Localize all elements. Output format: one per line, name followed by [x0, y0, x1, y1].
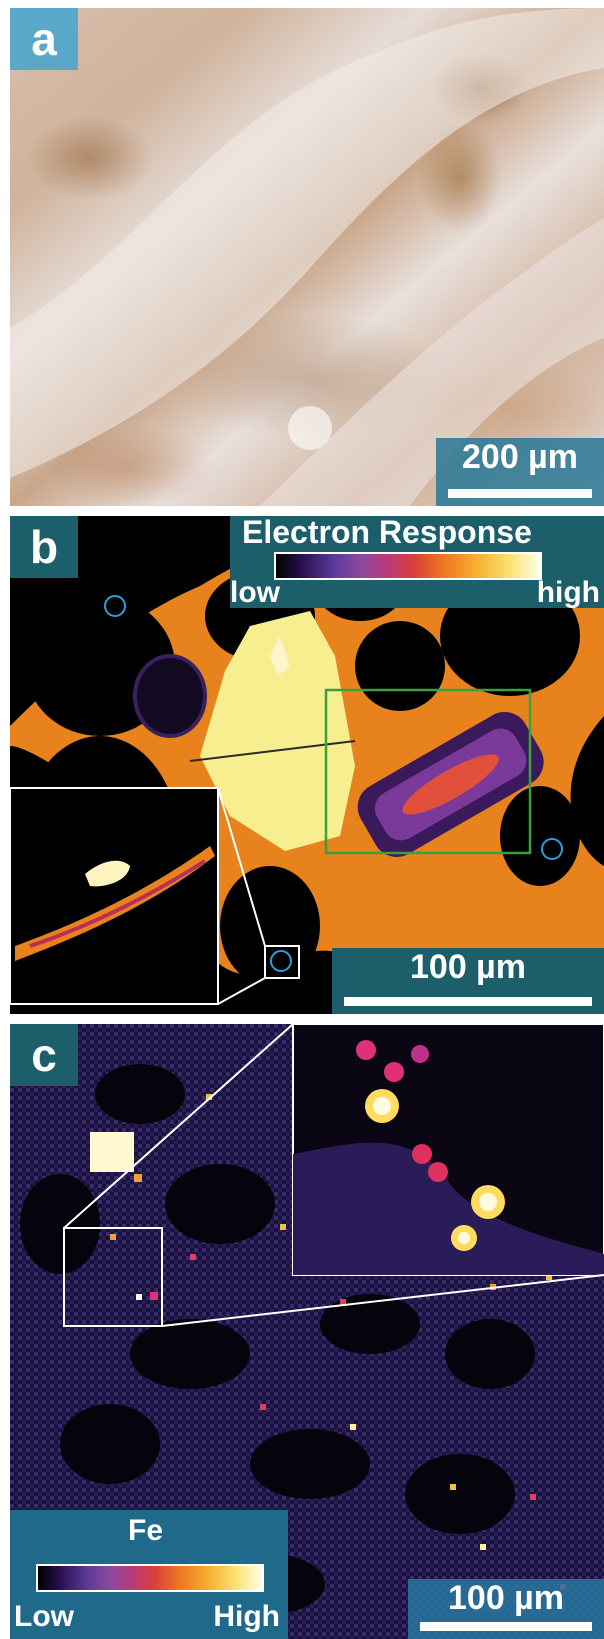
panel-a-letter: a — [10, 8, 78, 70]
panel-c-scale-bar: 100 µm — [408, 1579, 604, 1639]
panel-c-colorbar-legend: Fe Low High — [10, 1510, 288, 1639]
panel-c-scale-line — [420, 1622, 592, 1631]
panel-a-optical-image: a 200 µm — [10, 8, 604, 506]
panel-b-colorbar-low: low — [230, 576, 280, 609]
panel-b-colorbar-high: high — [536, 576, 600, 609]
panel-b-scale-bar: 100 µm — [332, 948, 604, 1014]
fe-map-graphic — [10, 1024, 604, 1639]
panel-c-colorbar — [36, 1564, 264, 1592]
panel-a-scale-label: 200 µm — [462, 438, 578, 476]
panel-c-letter: c — [10, 1024, 78, 1086]
panel-c-element-label: Fe — [128, 1514, 164, 1547]
panel-b-electron-map: b Electron Response low high 100 µm — [10, 516, 604, 1014]
panel-a-scale-bar: 200 µm — [436, 438, 604, 506]
panel-b-letter: b — [10, 516, 78, 578]
panel-c-colorbar-low: Low — [14, 1600, 74, 1633]
panel-b-scale-label: 100 µm — [410, 948, 526, 986]
optical-texture — [10, 8, 604, 506]
panel-b-colorbar-title: Electron Response — [242, 516, 532, 550]
panel-c-scale-label: 100 µm — [448, 1579, 564, 1617]
panel-b-scale-line — [344, 997, 592, 1006]
panel-b-colorbar-legend: Electron Response low high — [230, 516, 604, 609]
panel-c-fe-map: c Fe Low High 100 µm — [10, 1024, 604, 1639]
panel-c-colorbar-high: High — [213, 1600, 280, 1633]
panel-a-scale-line — [448, 489, 592, 498]
panel-b-colorbar — [274, 552, 542, 580]
